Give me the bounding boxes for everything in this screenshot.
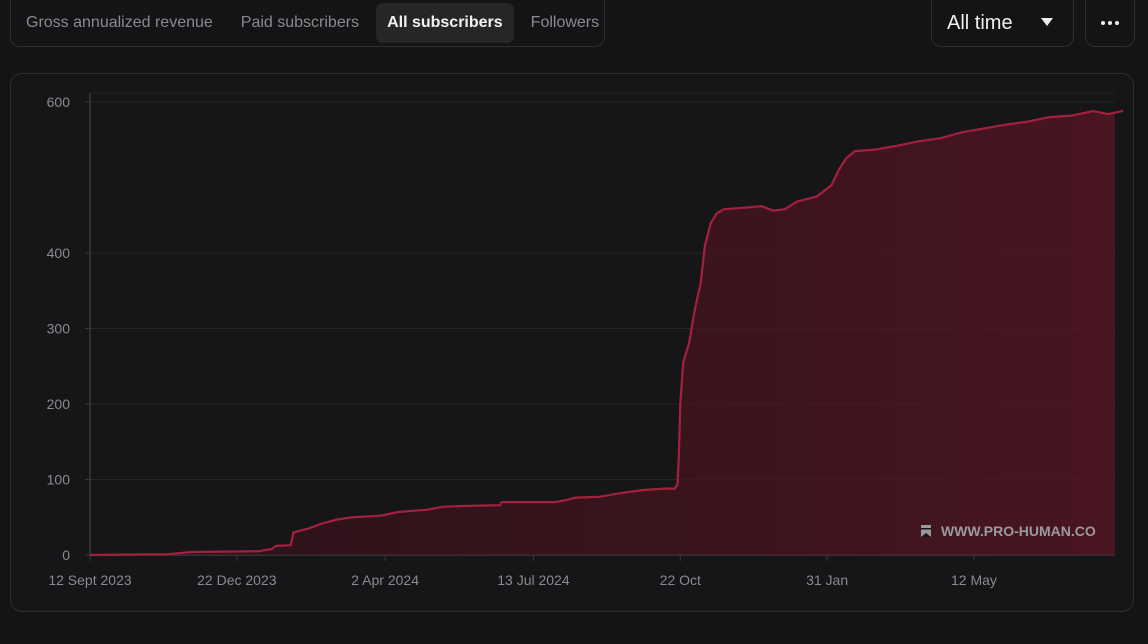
x-tick-label: 22 Dec 2023: [197, 572, 277, 588]
y-tick-label: 100: [47, 472, 71, 488]
x-tick-label: 2 Apr 2024: [351, 572, 419, 588]
x-tick-label: 12 Sept 2023: [48, 572, 132, 588]
time-range-select[interactable]: All time: [931, 0, 1074, 47]
tab-followers[interactable]: Followers: [530, 14, 600, 31]
y-tick-label: 200: [47, 396, 71, 412]
more-options-button[interactable]: [1085, 0, 1135, 47]
watermark-text: WWW.PRO-HUMAN.CO: [941, 523, 1096, 539]
y-tick-label: 400: [47, 245, 71, 261]
tab-paid-subscribers[interactable]: Paid subscribers: [240, 14, 360, 31]
metric-tabs: Gross annualized revenue Paid subscriber…: [10, 0, 605, 47]
caret-down-icon: [1041, 18, 1053, 26]
x-tick-label: 13 Jul 2024: [497, 572, 570, 588]
x-tick-label: 12 May: [951, 572, 997, 588]
y-tick-labels: 0 100 200 300 400 600: [47, 94, 71, 563]
series-layer: [89, 110, 1124, 557]
series-line: [89, 110, 1124, 557]
time-range-value: All time: [947, 11, 1013, 34]
y-tick-label: 0: [62, 547, 70, 563]
series-area: [90, 111, 1123, 555]
tab-gross-annualized-revenue[interactable]: Gross annualized revenue: [26, 14, 213, 31]
x-tick-label: 22 Oct: [660, 572, 701, 588]
tab-all-subscribers[interactable]: All subscribers: [376, 3, 514, 43]
x-tick-label: 31 Jan: [806, 572, 848, 588]
bookmark-icon: [921, 525, 931, 537]
y-tick-label: 600: [47, 94, 71, 110]
y-tick-label: 300: [47, 321, 71, 337]
watermark: WWW.PRO-HUMAN.CO: [921, 523, 1096, 539]
x-tick-labels: 12 Sept 2023 22 Dec 2023 2 Apr 2024 13 Jul …: [48, 572, 997, 588]
ellipsis-icon: [1101, 21, 1105, 25]
